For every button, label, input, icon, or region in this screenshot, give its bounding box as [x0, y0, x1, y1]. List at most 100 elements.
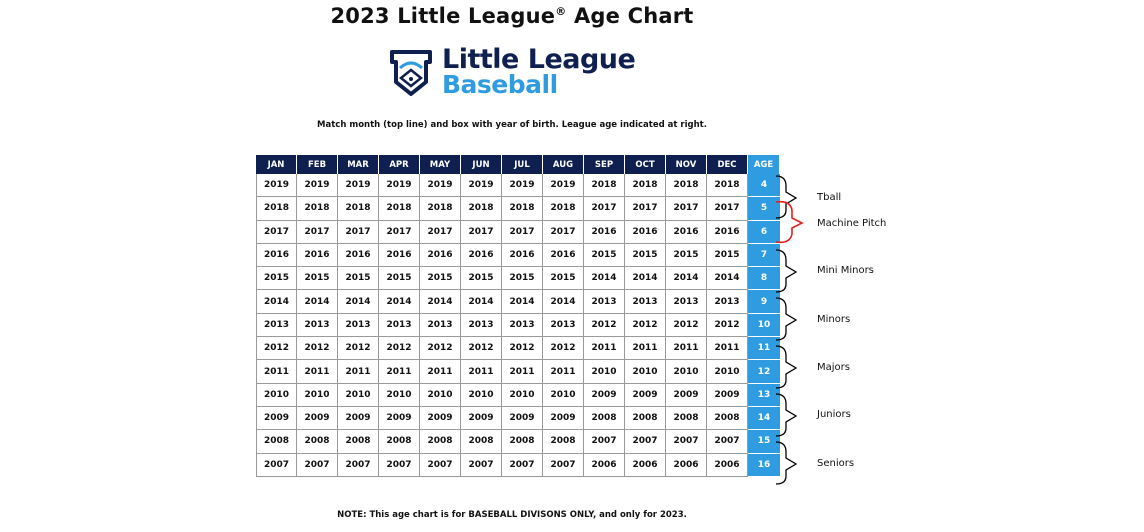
table-row: 2008 2008 2008 2008 2008 2008 2008 2008 2007 2007…: [256, 430, 780, 454]
birth-year-cell: 2007: [420, 453, 461, 477]
birth-year-cell: 2018: [543, 197, 584, 221]
table-body: 2019 2019 2019 2019 2019 2019 2019 2019 2018 2018…: [256, 174, 780, 477]
table-row: 2019 2019 2019 2019 2019 2019 2019 2019 2018 2018…: [256, 174, 780, 198]
month-header-mar: MAR: [338, 155, 379, 174]
bracket-mini-minors: [775, 249, 798, 293]
birth-year-cell: 2008: [420, 430, 461, 454]
keystone-diamond-icon: [390, 50, 432, 96]
birth-year-cell: 2007: [543, 453, 584, 477]
month-header-aug: AUG: [543, 155, 584, 174]
birth-year-cell: 2011: [543, 360, 584, 384]
league-age-cell: 15: [748, 430, 780, 454]
table-row: 2017 2017 2017 2017 2017 2017 2017 2017 2016 2016…: [256, 220, 780, 244]
birth-year-cell: 2006: [707, 453, 748, 477]
month-header-jun: JUN: [461, 155, 502, 174]
birth-year-cell: 2010: [543, 383, 584, 407]
birth-year-cell: 2018: [338, 197, 379, 221]
birth-year-cell: 2014: [502, 290, 543, 314]
month-header-sep: SEP: [584, 155, 625, 174]
birth-year-cell: 2007: [666, 430, 707, 454]
birth-year-cell: 2017: [625, 197, 666, 221]
month-header-feb: FEB: [297, 155, 338, 174]
bracket-juniors: [775, 393, 798, 437]
birth-year-cell: 2010: [584, 360, 625, 384]
birth-year-cell: 2014: [584, 267, 625, 291]
birth-year-cell: 2008: [625, 406, 666, 431]
birth-year-cell: 2015: [543, 267, 584, 291]
birth-year-cell: 2016: [625, 220, 666, 244]
birth-year-cell: 2018: [461, 197, 502, 221]
table-row: 2011 2011 2011 2011 2011 2011 2011 2011 2010 2010…: [256, 360, 780, 384]
table-row: 2010 2010 2010 2010 2010 2010 2010 2010 2009 2009…: [256, 383, 780, 407]
birth-year-cell: 2016: [420, 243, 461, 268]
birth-year-cell: 2014: [707, 267, 748, 291]
league-age-cell: 13: [748, 383, 780, 407]
birth-year-cell: 2011: [502, 360, 543, 384]
league-age-cell: 16: [748, 453, 780, 477]
birth-year-cell: 2016: [379, 243, 420, 268]
logo-line-2: Baseball: [442, 70, 558, 99]
division-brackets: [775, 175, 804, 485]
birth-year-cell: 2006: [666, 453, 707, 477]
bracket-seniors: [775, 441, 798, 485]
birth-year-cell: 2011: [707, 337, 748, 361]
birth-year-cell: 2009: [420, 406, 461, 431]
table-row: 2018 2018 2018 2018 2018 2018 2018 2018 2017 2017…: [256, 197, 780, 221]
birth-year-cell: 2008: [502, 430, 543, 454]
age-header: AGE: [748, 155, 780, 174]
birth-year-cell: 2019: [379, 174, 420, 198]
birth-year-cell: 2013: [502, 313, 543, 338]
birth-year-cell: 2011: [379, 360, 420, 384]
birth-year-cell: 2016: [461, 243, 502, 268]
birth-year-cell: 2008: [379, 430, 420, 454]
division-label-juniors: Juniors: [817, 409, 851, 420]
birth-year-cell: 2010: [461, 383, 502, 407]
birth-year-cell: 2017: [666, 197, 707, 221]
instruction-text: Match month (top line) and box with year…: [317, 120, 707, 130]
birth-year-cell: 2010: [502, 383, 543, 407]
birth-year-cell: 2014: [297, 290, 338, 314]
month-header-oct: OCT: [625, 155, 666, 174]
birth-year-cell: 2007: [297, 453, 338, 477]
league-age-cell: 11: [748, 337, 780, 361]
table-row: 2016 2016 2016 2016 2016 2016 2016 2016 2015 2015…: [256, 243, 780, 268]
birth-year-cell: 2016: [666, 220, 707, 244]
birth-year-cell: 2014: [543, 290, 584, 314]
league-age-cell: 5: [748, 197, 780, 221]
month-header-dec: DEC: [707, 155, 748, 174]
birth-year-cell: 2018: [256, 197, 297, 221]
birth-year-cell: 2012: [707, 313, 748, 338]
division-label-minors: Minors: [817, 314, 851, 325]
table-row: 2014 2014 2014 2014 2014 2014 2014 2014 2013 2013…: [256, 290, 780, 314]
birth-year-cell: 2018: [584, 174, 625, 198]
birth-year-cell: 2017: [297, 220, 338, 244]
birth-year-cell: 2015: [625, 243, 666, 268]
birth-year-cell: 2009: [707, 383, 748, 407]
birth-year-cell: 2012: [379, 337, 420, 361]
birth-year-cell: 2007: [338, 453, 379, 477]
birth-year-cell: 2011: [338, 360, 379, 384]
birth-year-cell: 2012: [502, 337, 543, 361]
league-age-cell: 8: [748, 267, 780, 291]
birth-year-cell: 2013: [584, 290, 625, 314]
title-main: 2023 Little League: [330, 4, 556, 28]
birth-year-cell: 2018: [625, 174, 666, 198]
month-header-apr: APR: [379, 155, 420, 174]
month-header-nov: NOV: [666, 155, 707, 174]
birth-year-cell: 2014: [256, 290, 297, 314]
birth-year-cell: 2015: [256, 267, 297, 291]
registered-mark: ®: [555, 5, 567, 18]
birth-year-cell: 2019: [338, 174, 379, 198]
birth-year-cell: 2008: [461, 430, 502, 454]
birth-year-cell: 2011: [297, 360, 338, 384]
birth-year-cell: 2009: [543, 406, 584, 431]
table-row: 2015 2015 2015 2015 2015 2015 2015 2015 2014 2014…: [256, 267, 780, 291]
birth-year-cell: 2009: [461, 406, 502, 431]
birth-year-cell: 2011: [625, 337, 666, 361]
birth-year-cell: 2013: [420, 313, 461, 338]
birth-year-cell: 2013: [338, 313, 379, 338]
birth-year-cell: 2014: [666, 267, 707, 291]
birth-year-cell: 2012: [461, 337, 502, 361]
birth-year-cell: 2013: [707, 290, 748, 314]
birth-year-cell: 2012: [584, 313, 625, 338]
